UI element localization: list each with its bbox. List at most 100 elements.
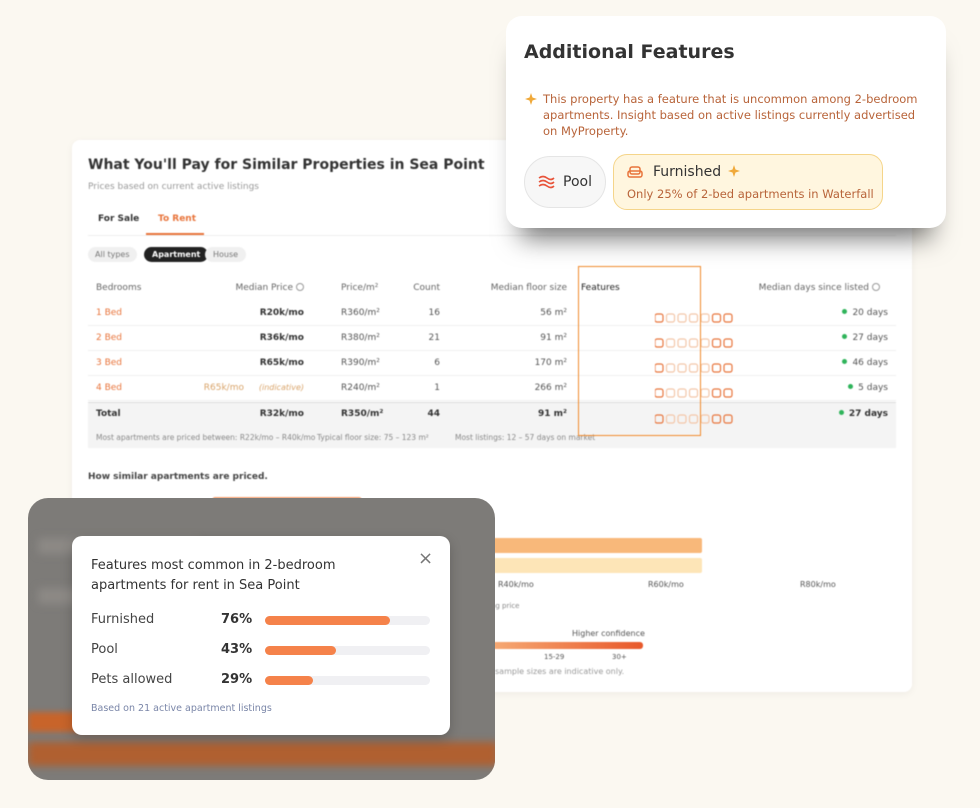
feature-icon: [688, 388, 699, 398]
feature-icon: [711, 414, 722, 424]
cell-text: 266 m²: [534, 383, 567, 393]
tab[interactable]: For Sale: [98, 214, 140, 224]
feature-bar: [265, 676, 313, 685]
status-dot: [848, 384, 854, 389]
cell-text: 46 days: [852, 358, 888, 368]
cell-text: 6: [434, 358, 440, 368]
column-header: Count: [413, 283, 440, 293]
filter-chip[interactable]: All types: [88, 247, 137, 262]
footer-text: Typical floor size: 75 – 123 m²: [317, 433, 429, 442]
cell-text: 20 days: [852, 308, 888, 318]
cell-text: 2 Bed: [96, 333, 123, 343]
feature-icon: [711, 313, 722, 323]
feature-bar: [265, 646, 336, 655]
feature-icon: [677, 363, 687, 373]
feature-name: Pool: [91, 642, 118, 657]
row-divider: [88, 350, 896, 351]
filter-chip-active[interactable]: Apartment: [144, 247, 209, 262]
cell: 1: [434, 383, 440, 393]
header-text: Price/m²: [341, 283, 379, 293]
total-row-bg: [88, 402, 896, 448]
feature-icon: [700, 414, 710, 424]
feature-icon: [665, 388, 676, 398]
column-header: Price/m²: [341, 283, 378, 293]
cell: 91 m²: [540, 333, 567, 343]
cell: R20k/mo: [260, 308, 304, 318]
axis-label: R80k/mo: [800, 580, 836, 589]
cell: R36k/mo: [260, 333, 304, 343]
cell: 91 m²: [538, 409, 567, 419]
tab-underline: [146, 233, 204, 235]
feature-icon: [700, 338, 710, 348]
feature-icon: [723, 388, 733, 398]
feature-icon: [654, 313, 664, 323]
chart-bar: [480, 538, 702, 553]
footer-text: Most apartments are priced between: R22k…: [96, 433, 316, 442]
chip-label: Pool: [563, 174, 592, 190]
feature-icon: [654, 363, 664, 373]
cell: R390/m²: [341, 358, 380, 368]
row-divider: [88, 325, 896, 326]
chip-label: Furnished: [653, 164, 722, 180]
feature-icon: [723, 414, 733, 424]
feature-icon: [677, 338, 687, 348]
close-button[interactable]: ×: [418, 548, 434, 569]
cell: R32k/mo: [260, 409, 304, 419]
cell: R240/m²: [341, 383, 380, 393]
card-subtitle: Prices based on current active listings: [88, 182, 259, 192]
confidence-title: Higher confidence: [572, 629, 645, 638]
icons: [654, 363, 733, 373]
cell-text: 21: [428, 333, 440, 343]
feature-percent: 76%: [221, 612, 253, 627]
cell: R350/m²: [341, 409, 383, 419]
status-dot: [842, 334, 848, 339]
cell-text: 16: [428, 308, 440, 318]
axis-caption: ing price: [489, 602, 520, 610]
cell: 27 days: [838, 409, 888, 419]
feature-icon: [677, 414, 687, 424]
cell-text: R32k/mo: [259, 409, 304, 419]
cell-text: R36k/mo: [259, 333, 304, 343]
column-header: Median Price: [235, 283, 304, 293]
header-text: Median days since listed: [758, 283, 869, 293]
feature-icon: [665, 414, 676, 424]
icons: [654, 313, 733, 323]
filter-chip[interactable]: House: [205, 247, 247, 262]
sparkle-icon: [728, 165, 740, 177]
divider: [88, 235, 896, 236]
feature-icon: [654, 388, 664, 398]
axis-label: R60k/mo: [648, 580, 684, 589]
info-icon: [872, 283, 880, 291]
cell: 170 m²: [535, 358, 567, 368]
feature-icon: [688, 414, 699, 424]
cell: 46 days: [842, 358, 888, 368]
chart-bar: [480, 558, 702, 573]
feature-icon: [688, 313, 699, 323]
header-text: Features: [581, 283, 620, 293]
feature-icon: [700, 313, 710, 323]
cell: R65k/mo: [260, 358, 304, 368]
sofa-icon: [627, 166, 643, 178]
row-label: 2 Bed: [96, 333, 122, 343]
column-header: Bedrooms: [96, 283, 141, 293]
column-header: Median floor size: [491, 283, 567, 293]
cell: R360/m²: [341, 308, 380, 318]
indicative-note: (indicative): [258, 383, 304, 392]
row-divider: [88, 375, 896, 376]
tab-active[interactable]: To Rent: [158, 214, 197, 224]
popover-title: Additional Features: [524, 41, 735, 63]
cell-text: R390/m²: [341, 358, 380, 368]
cell: 266 m²: [535, 383, 567, 393]
column-header: Features: [581, 283, 620, 293]
row-label: 4 Bed: [96, 383, 122, 393]
cell-text: Total: [96, 409, 121, 419]
header-text: Median floor size: [490, 283, 567, 293]
cell-text: 1: [434, 383, 440, 393]
bar-track: [265, 676, 430, 685]
confidence-bar: [480, 642, 643, 649]
status-dot: [838, 410, 844, 415]
blurred-bar: [28, 742, 495, 766]
cell-text: 4 Bed: [96, 383, 123, 393]
header-text: Bedrooms: [96, 283, 142, 293]
sparkle-icon: [525, 93, 537, 105]
